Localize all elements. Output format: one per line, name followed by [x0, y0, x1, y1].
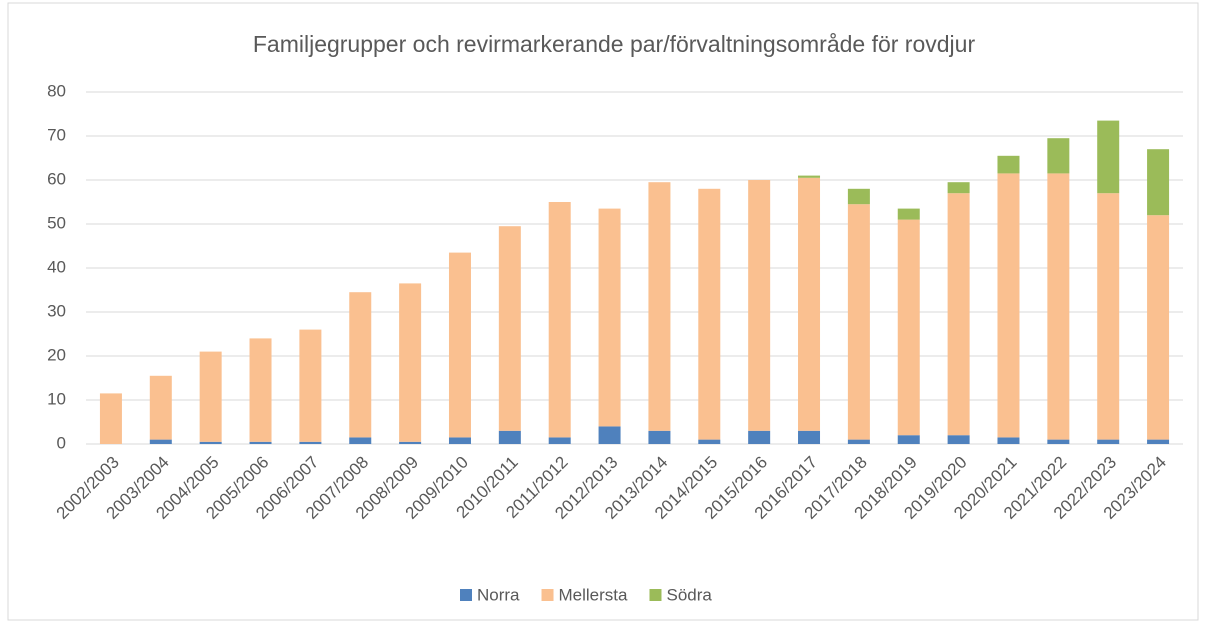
- bar-segment: [149, 375, 172, 440]
- bar-segment: [698, 439, 721, 444]
- legend-swatch: [541, 589, 554, 601]
- bar-segment: [548, 202, 571, 438]
- bar-segment: [947, 193, 970, 436]
- bar-segment: [798, 175, 821, 178]
- bar-segment: [997, 173, 1020, 438]
- bar-segment: [199, 351, 222, 442]
- legend-label: Mellersta: [559, 585, 629, 604]
- bar-segment: [1097, 439, 1120, 444]
- bar-segment: [448, 252, 471, 438]
- bar-segment: [847, 188, 870, 205]
- legend-swatch: [649, 589, 662, 601]
- bar-segment: [798, 177, 821, 431]
- bar-segment: [997, 155, 1020, 174]
- bar-segment: [1147, 149, 1170, 216]
- y-tick-label: 10: [47, 389, 66, 408]
- bar-segment: [698, 188, 721, 440]
- y-tick-label: 80: [47, 81, 66, 100]
- bar-segment: [349, 437, 372, 444]
- bar-segment: [997, 437, 1020, 444]
- bar-segment: [748, 180, 771, 431]
- bar-segment: [1097, 120, 1120, 194]
- bar-segment: [548, 437, 571, 444]
- bar-segment: [299, 329, 322, 442]
- bar-segment: [1047, 138, 1070, 174]
- bar-segment: [99, 393, 122, 444]
- bar-segment: [897, 208, 920, 220]
- y-tick-label: 50: [47, 213, 66, 232]
- y-tick-label: 30: [47, 301, 66, 320]
- bar-segment: [847, 439, 870, 444]
- bar-segment: [498, 430, 521, 444]
- bar-segment: [748, 430, 771, 444]
- bar-segment: [1097, 193, 1120, 440]
- bar-segment: [897, 435, 920, 444]
- legend-swatch: [460, 589, 472, 601]
- bar-segment: [498, 226, 521, 431]
- bar-segment: [648, 182, 671, 431]
- bar-segment: [1047, 439, 1070, 444]
- bar-segment: [598, 426, 621, 444]
- bar-segment: [947, 182, 970, 194]
- bar-segment: [349, 292, 372, 438]
- bar-segment: [1147, 439, 1170, 444]
- y-tick-label: 40: [47, 257, 66, 276]
- bar-segment: [648, 430, 671, 444]
- y-tick-label: 20: [47, 345, 66, 364]
- bar-segment: [1047, 173, 1070, 440]
- bar-segment: [249, 338, 272, 442]
- bar-segment: [149, 439, 172, 444]
- bar-segment: [598, 208, 621, 427]
- chart-title: Familjegrupper och revirmarkerande par/f…: [253, 31, 976, 57]
- y-tick-label: 0: [57, 433, 66, 452]
- bar-segment: [399, 441, 422, 444]
- y-tick-label: 60: [47, 169, 66, 188]
- bar-segment: [847, 204, 870, 440]
- bar-segment: [448, 437, 471, 444]
- legend-label: Södra: [666, 585, 712, 604]
- bar-segment: [199, 441, 222, 444]
- bar-segment: [897, 219, 920, 436]
- bar-segment: [299, 441, 322, 444]
- bar-segment: [798, 430, 821, 444]
- bar-segment: [249, 441, 272, 444]
- bar-segment: [947, 435, 970, 444]
- legend-label: Norra: [477, 585, 520, 604]
- bar-segment: [1147, 215, 1170, 440]
- y-tick-label: 70: [47, 125, 66, 144]
- bar-segment: [399, 283, 422, 442]
